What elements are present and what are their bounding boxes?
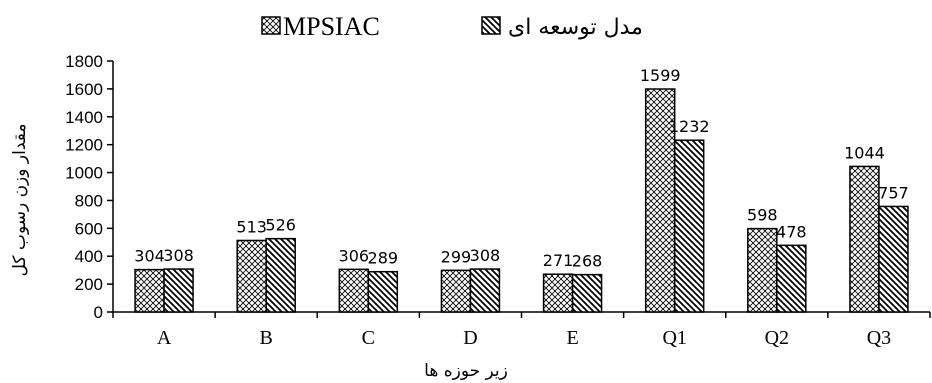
x-tick-label: D <box>463 327 477 349</box>
y-tick-label: 1000 <box>65 164 103 183</box>
data-label-series-2-D: 308 <box>470 246 501 265</box>
y-axis: 0 200 400 600 800 1000 1200 1400 1600 1800 <box>65 52 114 322</box>
y-tick-label: 400 <box>75 247 103 266</box>
data-label-series-1-D: 299 <box>441 247 472 266</box>
bar-series-2-E <box>571 273 603 313</box>
x-tick-label: Q1 <box>662 327 686 349</box>
bar-series-1-D <box>440 269 472 313</box>
data-label-series-2-Q2: 478 <box>776 222 807 241</box>
data-label-series-1-E: 271 <box>543 251 574 270</box>
bar-series-2-Q1 <box>673 139 705 313</box>
bar-series-2-C <box>367 270 399 313</box>
x-axis-title: زیر حوزه ها <box>424 361 508 381</box>
data-label-series-2-C: 289 <box>368 249 399 268</box>
data-label-series-1-Q3: 1044 <box>844 143 885 162</box>
y-tick-label: 800 <box>75 191 103 210</box>
bar-series-2-A <box>163 268 194 313</box>
x-tick-label: Q3 <box>867 327 891 349</box>
y-tick-label: 1400 <box>65 108 103 127</box>
data-label-series-2-Q3: 757 <box>878 183 909 202</box>
y-axis-title: مقدار وزن رسوب کل <box>10 124 30 277</box>
x-tick-label: C <box>362 327 375 349</box>
data-label-series-1-C: 306 <box>339 246 370 265</box>
data-label-series-2-Q1: 1232 <box>669 117 710 136</box>
data-label-series-2-E: 268 <box>572 252 603 271</box>
bar-series-2-B <box>265 237 296 313</box>
bar-series-1-A <box>134 268 165 313</box>
legend-label-series-1: MPSIAC <box>283 12 380 41</box>
bar-series-2-Q3 <box>878 205 909 313</box>
y-tick-label: 1600 <box>65 80 103 99</box>
x-tick-label: Q2 <box>765 327 789 349</box>
legend-swatch-series-2 <box>481 16 501 35</box>
legend-label-series-2: مدل توسعه ای <box>508 15 643 40</box>
bar-series-1-B <box>236 239 267 313</box>
data-label-series-1-Q1: 1599 <box>640 66 681 85</box>
data-label-series-2-A: 308 <box>163 246 194 265</box>
y-tick-label: 200 <box>75 275 103 294</box>
x-tick-label: E <box>566 327 578 349</box>
data-label-series-1-Q2: 598 <box>747 206 778 225</box>
bar-series-1-E <box>542 273 574 313</box>
data-label-series-2-B: 526 <box>265 216 296 235</box>
bars <box>134 88 909 313</box>
bar-series-2-Q2 <box>776 244 807 313</box>
data-label-series-1-B: 513 <box>236 217 267 236</box>
legend: MPSIAC مدل توسعه ای <box>261 12 643 41</box>
x-tick-label: A <box>157 327 172 349</box>
bar-series-1-Q2 <box>747 227 778 313</box>
y-tick-label: 0 <box>94 303 103 322</box>
bar-series-2-D <box>469 268 501 313</box>
x-tick-label: B <box>260 327 273 349</box>
data-label-series-1-A: 304 <box>134 247 165 266</box>
y-tick-label: 600 <box>75 219 103 238</box>
y-tick-label: 1200 <box>65 136 103 155</box>
bar-series-1-C <box>338 268 370 313</box>
legend-swatch-series-1 <box>261 16 281 35</box>
x-axis: A B C D E Q1 Q2 Q3 <box>112 311 931 349</box>
y-tick-label: 1800 <box>65 52 103 71</box>
bar-series-1-Q3 <box>849 165 880 313</box>
